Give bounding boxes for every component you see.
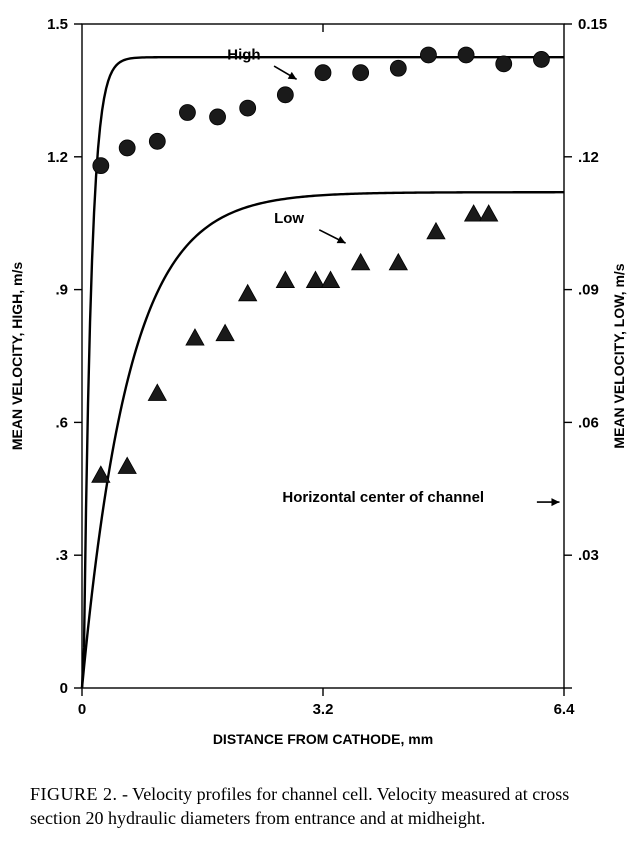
high-marker <box>210 109 226 125</box>
high-marker <box>353 65 369 81</box>
high-marker <box>458 47 474 63</box>
high-marker <box>277 87 293 103</box>
yr-axis-label: MEAN VELOCITY, LOW, m/s <box>611 263 627 448</box>
high-marker <box>496 56 512 72</box>
high-marker <box>119 140 135 156</box>
plot-bg <box>0 0 636 770</box>
yr-tick-label: .03 <box>578 547 599 564</box>
x-tick-label: 0 <box>78 701 86 718</box>
yl-tick-label: .9 <box>55 282 68 299</box>
high-marker <box>179 105 195 121</box>
yl-tick-label: .6 <box>55 414 68 431</box>
yr-tick-label: 0.15 <box>578 16 607 33</box>
high-label: High <box>227 46 260 63</box>
yl-tick-label: .3 <box>55 547 68 564</box>
high-marker <box>420 47 436 63</box>
yl-axis-label: MEAN VELOCITY, HIGH, m/s <box>9 262 25 450</box>
yr-tick-label: .12 <box>578 149 599 166</box>
yl-tick-label: 0 <box>60 680 68 697</box>
figure-caption-lead: FIGURE 2. <box>30 784 118 804</box>
high-marker <box>315 65 331 81</box>
high-marker <box>240 100 256 116</box>
low-label: Low <box>274 210 304 227</box>
x-tick-label: 3.2 <box>313 701 334 718</box>
center-annotation-text: Horizontal center of channel <box>282 489 484 506</box>
yr-tick-label: .09 <box>578 282 599 299</box>
high-marker <box>390 60 406 76</box>
high-marker <box>533 51 549 67</box>
chart-container: 0 3.2 6.4 0 .3 .6 .9 1.2 1.5 .03 .06 .09 .12 0.15 DIST… <box>0 0 636 770</box>
yl-tick-label: 1.5 <box>47 16 68 33</box>
high-marker <box>93 158 109 174</box>
x-tick-label: 6.4 <box>554 701 576 718</box>
velocity-chart: 0 3.2 6.4 0 .3 .6 .9 1.2 1.5 .03 .06 .09 .12 0.15 DIST… <box>0 0 636 770</box>
yl-tick-label: 1.2 <box>47 149 68 166</box>
x-axis-label: DISTANCE FROM CATHODE, mm <box>213 731 433 747</box>
yr-tick-label: .06 <box>578 414 599 431</box>
high-marker <box>149 133 165 149</box>
figure-caption: FIGURE 2. - Velocity profiles for channe… <box>30 782 606 831</box>
